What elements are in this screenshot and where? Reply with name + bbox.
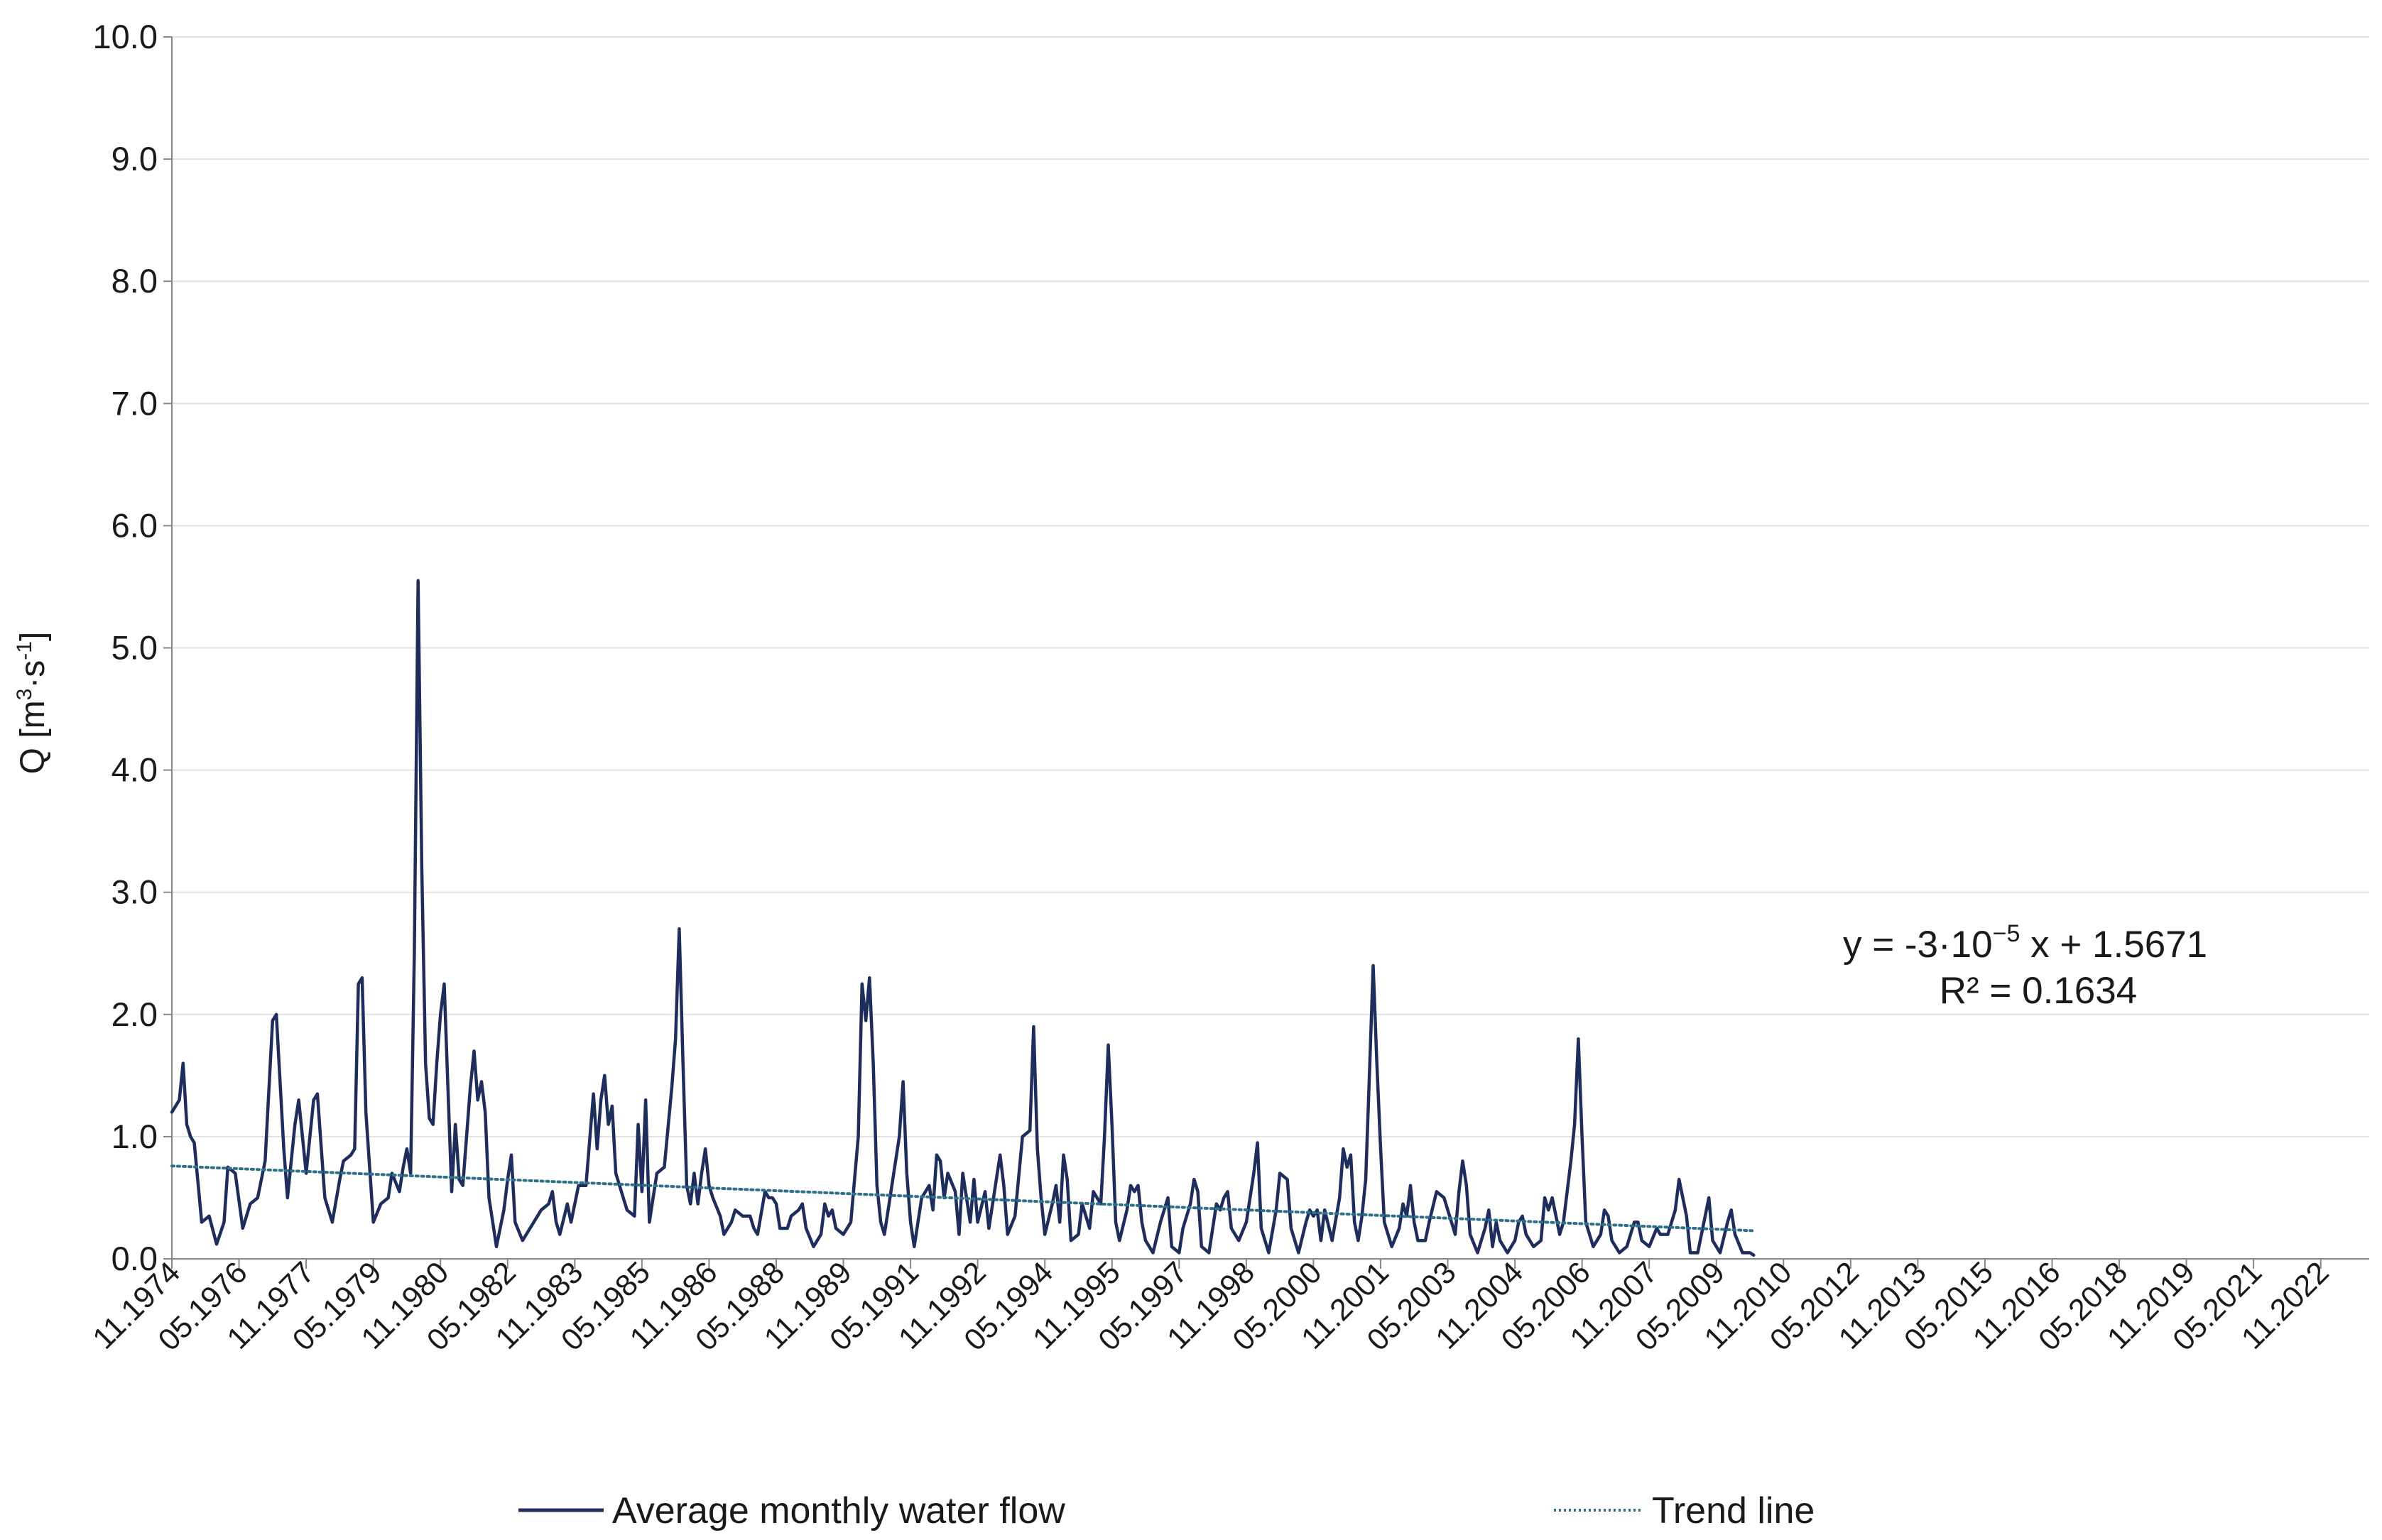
- legend-label-flow: Average monthly water flow: [612, 1490, 1065, 1531]
- gridlines: [163, 36, 2369, 1260]
- y-tick-label: 7.0: [112, 384, 158, 422]
- legend: Average monthly water flow Trend line: [518, 1490, 1815, 1531]
- legend-label-trend: Trend line: [1652, 1490, 1815, 1531]
- y-tick-label: 0.0: [112, 1240, 158, 1277]
- y-tick-label: 8.0: [112, 262, 158, 300]
- series-group: [170, 579, 1756, 1257]
- y-tick-label: 4.0: [112, 751, 158, 789]
- y-axis-label: Q [m3·s-1]: [13, 632, 52, 775]
- y-tick-label: 2.0: [112, 995, 158, 1033]
- y-tick-label: 5.0: [112, 629, 158, 667]
- y-tick-label: 6.0: [112, 506, 158, 544]
- y-tick-labels: 0.0 1.0 2.0 3.0 4.0 5.0 6.0 7.0 8.0 9.0 10.0: [93, 18, 158, 1277]
- axes: [171, 37, 2369, 1269]
- y-tick-label: 10.0: [93, 18, 158, 55]
- r-squared-label: R² = 0.1634: [1940, 970, 2137, 1012]
- y-tick-label: 1.0: [112, 1118, 158, 1155]
- y-tick-label: 9.0: [112, 140, 158, 178]
- series-line-trend: [170, 1164, 1756, 1233]
- trend-equation: y = -3·10−5 x + 1.5671: [1843, 920, 2207, 966]
- y-tick-label: 3.0: [112, 873, 158, 911]
